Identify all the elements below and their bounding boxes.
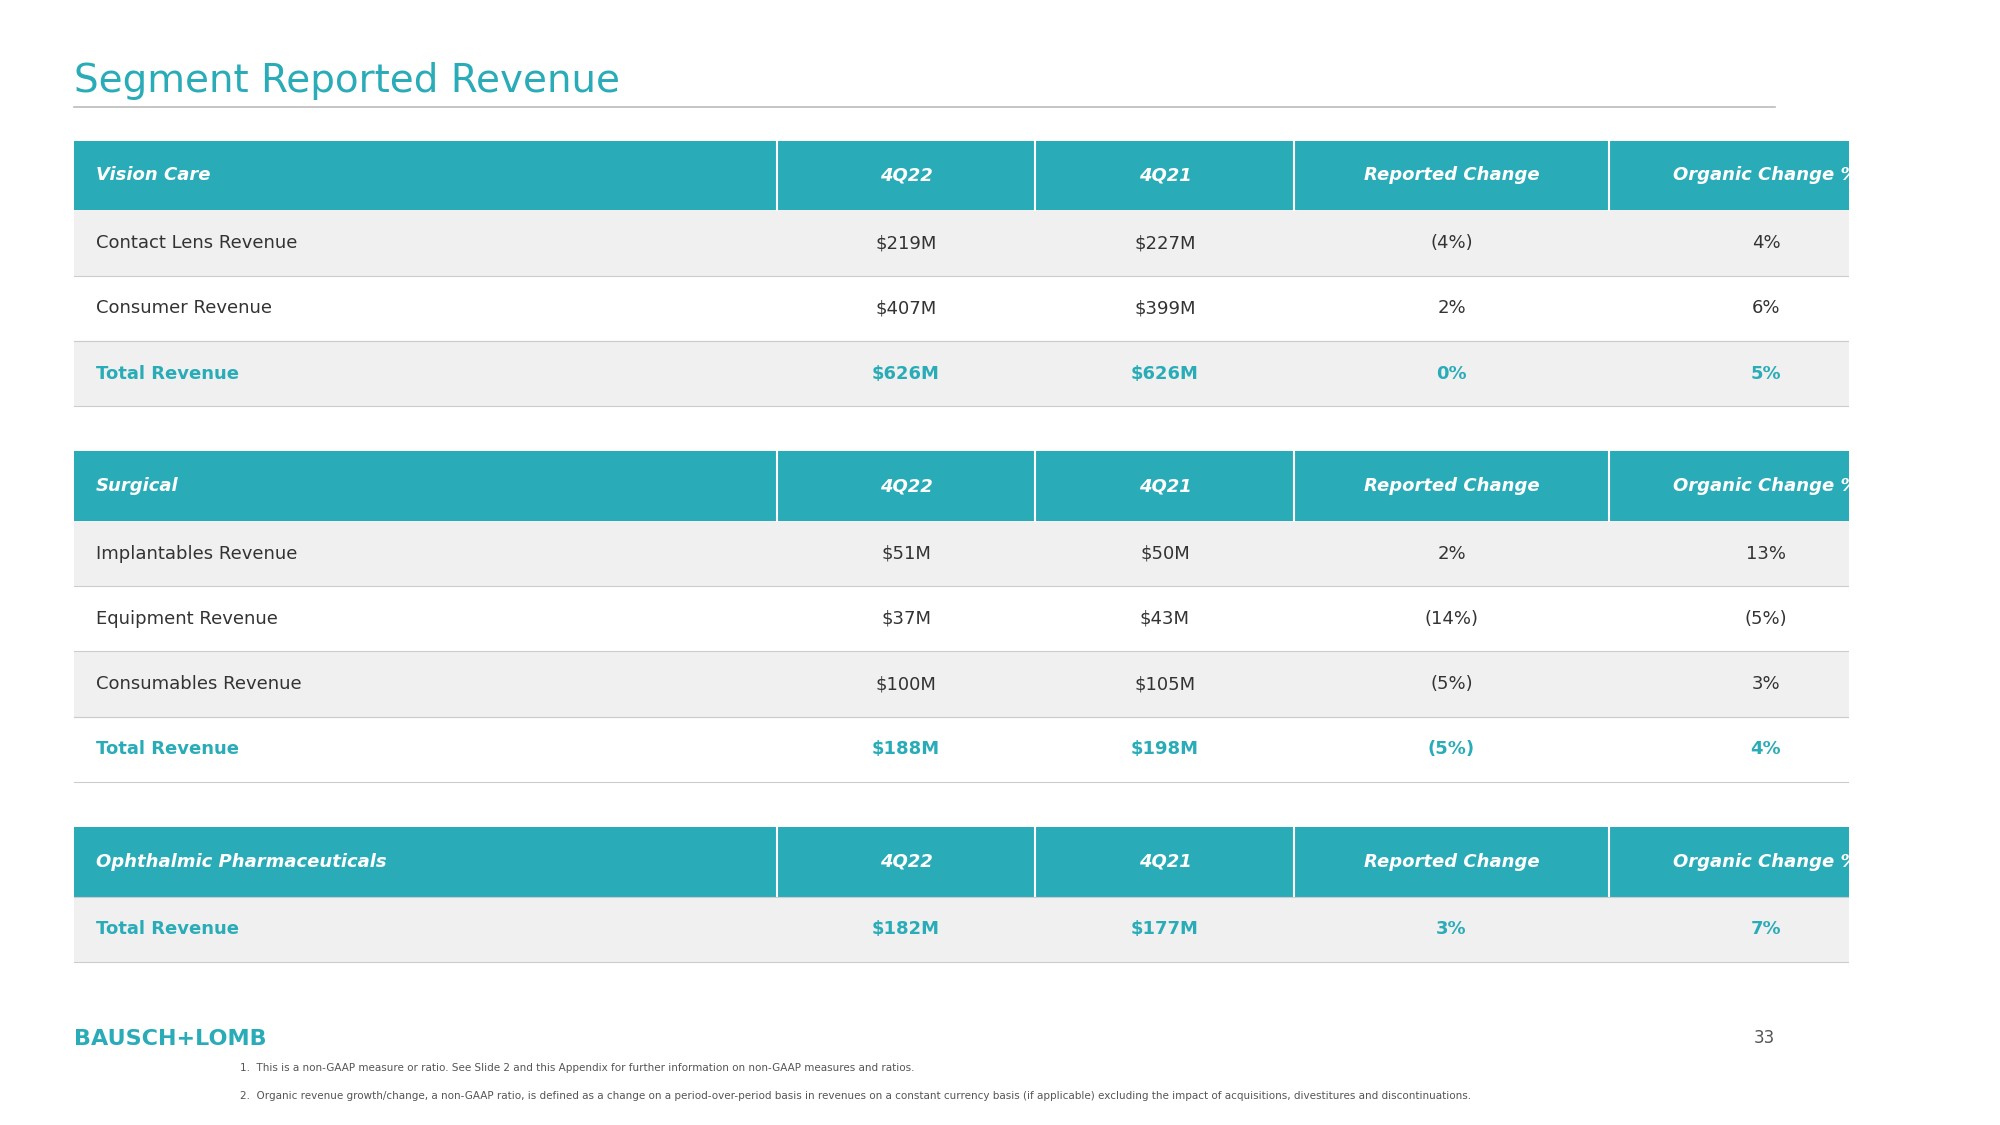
Text: Reported Change: Reported Change (1364, 853, 1540, 871)
Text: 7%: 7% (1750, 920, 1782, 938)
Text: Organic Change %: Organic Change % (1674, 166, 1858, 184)
Text: $177M: $177M (1130, 920, 1198, 938)
Text: BAUSCH+LOMB: BAUSCH+LOMB (74, 1029, 266, 1050)
Text: Total Revenue: Total Revenue (96, 364, 240, 382)
Text: Contact Lens Revenue: Contact Lens Revenue (96, 234, 298, 252)
Text: 4%: 4% (1750, 740, 1782, 758)
Text: 3%: 3% (1752, 675, 1780, 693)
Text: $43M: $43M (1140, 610, 1190, 628)
FancyBboxPatch shape (74, 451, 1924, 521)
FancyBboxPatch shape (74, 141, 1924, 210)
Text: 4Q22: 4Q22 (880, 853, 932, 871)
Text: $51M: $51M (882, 544, 930, 562)
FancyBboxPatch shape (74, 827, 1924, 897)
Text: 0%: 0% (1436, 364, 1466, 382)
Text: Equipment Revenue: Equipment Revenue (96, 610, 278, 628)
Text: (5%): (5%) (1430, 675, 1472, 693)
Text: $399M: $399M (1134, 299, 1196, 317)
Text: 4Q22: 4Q22 (880, 166, 932, 184)
Text: 33: 33 (1754, 1029, 1776, 1047)
FancyBboxPatch shape (74, 586, 1924, 651)
Text: $198M: $198M (1130, 740, 1198, 758)
Text: $50M: $50M (1140, 544, 1190, 562)
Text: Reported Change: Reported Change (1364, 166, 1540, 184)
Text: $407M: $407M (876, 299, 936, 317)
Text: (14%): (14%) (1424, 610, 1478, 628)
Text: $626M: $626M (1130, 364, 1198, 382)
Text: 6%: 6% (1752, 299, 1780, 317)
Text: Organic Change %: Organic Change % (1674, 853, 1858, 871)
Text: 1.  This is a non-GAAP measure or ratio. See Slide 2 and this Appendix for furth: 1. This is a non-GAAP measure or ratio. … (240, 1063, 914, 1073)
Text: $105M: $105M (1134, 675, 1196, 693)
Text: Total Revenue: Total Revenue (96, 740, 240, 758)
Text: 4Q21: 4Q21 (1138, 166, 1192, 184)
Text: 3%: 3% (1436, 920, 1466, 938)
Text: $37M: $37M (882, 610, 932, 628)
Text: 2%: 2% (1438, 299, 1466, 317)
FancyBboxPatch shape (74, 521, 1924, 586)
Text: $227M: $227M (1134, 234, 1196, 252)
Text: 2%: 2% (1438, 544, 1466, 562)
FancyBboxPatch shape (74, 276, 1924, 341)
Text: Consumables Revenue: Consumables Revenue (96, 675, 302, 693)
Text: (4%): (4%) (1430, 234, 1472, 252)
Text: (5%): (5%) (1428, 740, 1476, 758)
FancyBboxPatch shape (74, 717, 1924, 782)
Text: $100M: $100M (876, 675, 936, 693)
Text: Organic Change %: Organic Change % (1674, 477, 1858, 495)
Text: 4%: 4% (1752, 234, 1780, 252)
Text: Total Revenue: Total Revenue (96, 920, 240, 938)
Text: $626M: $626M (872, 364, 940, 382)
Text: (5%): (5%) (1744, 610, 1788, 628)
Text: Implantables Revenue: Implantables Revenue (96, 544, 298, 562)
Text: Segment Reported Revenue: Segment Reported Revenue (74, 62, 620, 100)
FancyBboxPatch shape (74, 210, 1924, 276)
Text: Vision Care: Vision Care (96, 166, 210, 184)
Text: $182M: $182M (872, 920, 940, 938)
FancyBboxPatch shape (74, 341, 1924, 406)
Text: Surgical: Surgical (96, 477, 178, 495)
Text: 5%: 5% (1750, 364, 1782, 382)
Text: Reported Change: Reported Change (1364, 477, 1540, 495)
FancyBboxPatch shape (74, 897, 1924, 962)
Text: 4Q21: 4Q21 (1138, 853, 1192, 871)
Text: $188M: $188M (872, 740, 940, 758)
Text: 2.  Organic revenue growth/change, a non-GAAP ratio, is defined as a change on a: 2. Organic revenue growth/change, a non-… (240, 1091, 1472, 1101)
Text: Consumer Revenue: Consumer Revenue (96, 299, 272, 317)
Text: Ophthalmic Pharmaceuticals: Ophthalmic Pharmaceuticals (96, 853, 386, 871)
FancyBboxPatch shape (74, 651, 1924, 717)
Text: 4Q22: 4Q22 (880, 477, 932, 495)
Text: $219M: $219M (876, 234, 936, 252)
Text: 13%: 13% (1746, 544, 1786, 562)
Text: 4Q21: 4Q21 (1138, 477, 1192, 495)
